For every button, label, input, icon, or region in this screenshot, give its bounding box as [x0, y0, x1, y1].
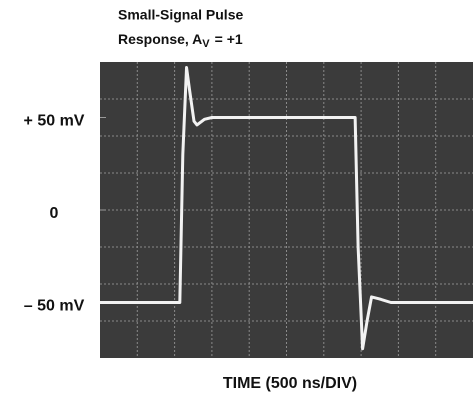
waveform: [100, 66, 473, 351]
y-tick-label: 0: [50, 205, 59, 222]
y-tick-label: – 50 mV: [24, 298, 85, 315]
title-text: Response, A: [118, 31, 202, 47]
y-tick-label: + 50 mV: [24, 113, 85, 130]
x-axis-label: TIME (500 ns/DIV): [223, 375, 357, 392]
chart-title: Small-Signal Pulse: [118, 7, 243, 23]
title-text: = +1: [215, 31, 243, 47]
title-subscript: V: [202, 38, 210, 50]
chart-title: Response, AV = +1: [118, 31, 243, 50]
